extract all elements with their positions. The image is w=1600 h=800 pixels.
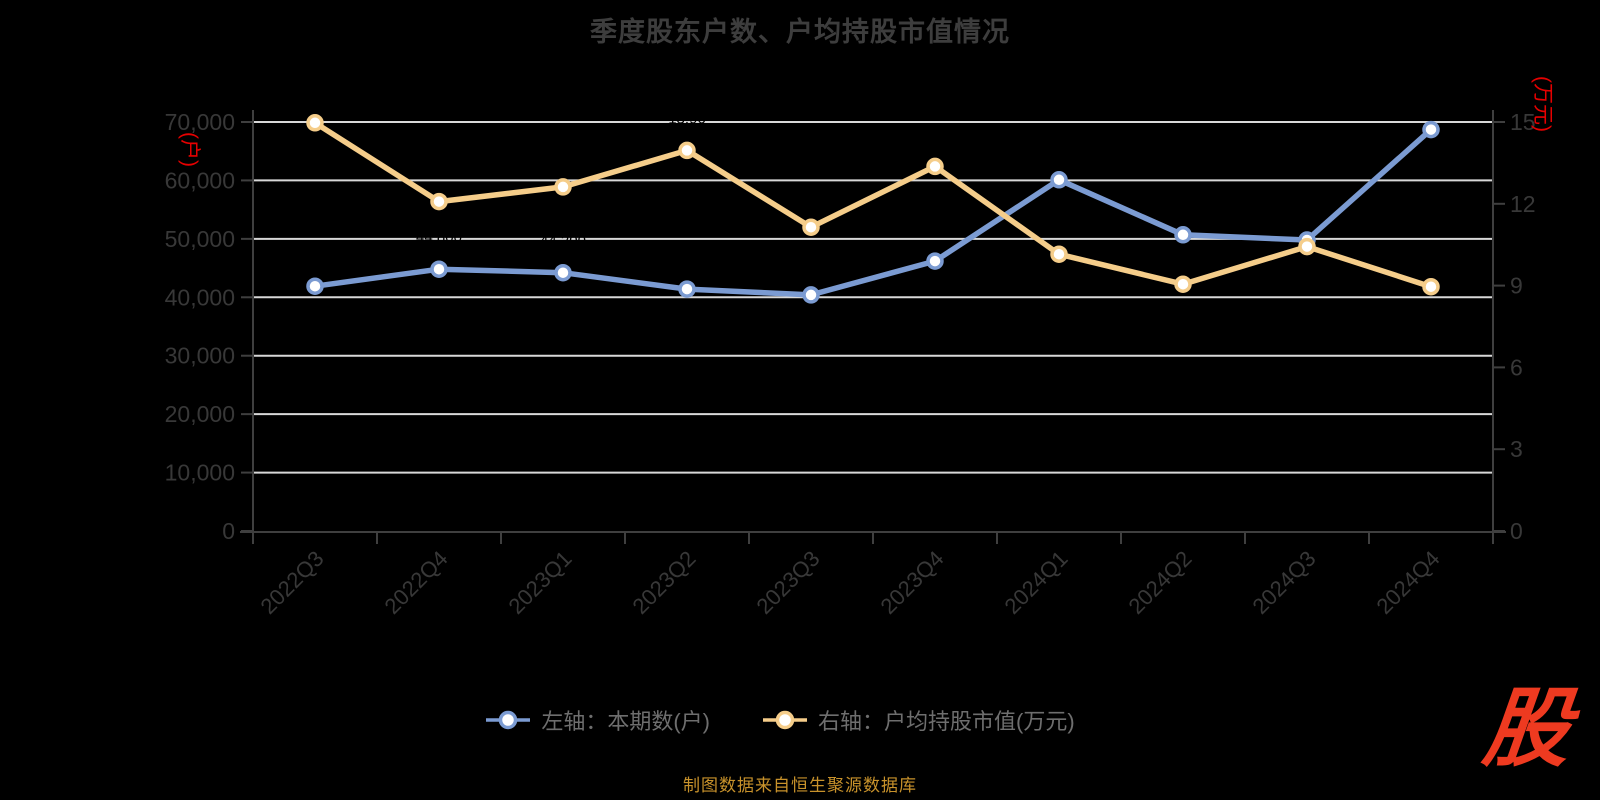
data-point-label: 44,800 <box>416 229 462 246</box>
x-axis-label: 2024Q1 <box>999 546 1072 619</box>
data-point[interactable] <box>678 141 696 160</box>
data-point[interactable] <box>1174 226 1192 244</box>
stock-logo: 股 <box>1478 681 1576 777</box>
y-axis-left-tick-label: 40,000 <box>165 284 235 310</box>
y-axis-right-tick-label: 9 <box>1510 273 1523 299</box>
x-axis-label: 2023Q3 <box>751 546 824 619</box>
data-point-label: 11.14 <box>793 187 829 204</box>
data-point[interactable] <box>926 252 944 270</box>
data-point[interactable] <box>1050 171 1068 189</box>
data-point-label: 41,900 <box>292 246 338 263</box>
data-point-label: 13.96 <box>668 110 706 127</box>
data-point[interactable] <box>306 114 324 132</box>
data-point[interactable] <box>802 218 820 236</box>
y-axis-left-tick-label: 70,000 <box>165 109 235 135</box>
data-point[interactable] <box>1174 275 1192 293</box>
data-point-label: 41,400 <box>664 249 710 266</box>
x-axis-label: 2022Q3 <box>255 546 328 619</box>
x-axis-label: 2022Q4 <box>379 546 452 619</box>
data-point[interactable] <box>554 178 572 196</box>
x-axis-label: 2023Q4 <box>875 546 948 619</box>
legend-label-shareholders: 左轴：本期数(户) <box>541 709 710 734</box>
y-axis-right-tick-label: 6 <box>1510 354 1523 380</box>
data-point[interactable] <box>1422 120 1440 139</box>
series-line-market-value <box>312 120 1434 290</box>
data-point-label: 40,400 <box>788 255 834 272</box>
data-point-label: 49,800 <box>1284 200 1330 217</box>
y-axis-left-tick-label: 10,000 <box>165 460 235 486</box>
left-axis-unit-label: (户) <box>178 132 201 167</box>
data-point[interactable] <box>1050 245 1068 263</box>
y-axis-left-tick-label: 20,000 <box>165 401 235 427</box>
y-axis-left-tick-label: 50,000 <box>165 226 235 252</box>
y-axis-left-tick-label: 60,000 <box>165 167 235 193</box>
data-point[interactable] <box>678 280 696 298</box>
y-axis-left-tick-label: 30,000 <box>165 343 235 369</box>
data-point-label: 12.08 <box>420 162 458 179</box>
data-point[interactable] <box>430 260 448 278</box>
data-point-label: 13.37 <box>916 126 954 143</box>
x-axis-label: 2023Q2 <box>627 546 700 619</box>
data-point[interactable] <box>802 286 820 304</box>
chart-title: 季度股东户数、户均持股市值情况 <box>590 17 1010 47</box>
data-point-label: 8.96 <box>1416 247 1445 264</box>
x-axis-label: 2023Q1 <box>503 546 576 619</box>
legend: 左轴：本期数(户) 右轴：户均持股市值(万元) <box>0 704 1560 736</box>
series-line-shareholders <box>312 126 1434 298</box>
data-point-label: 10.15 <box>1040 214 1078 231</box>
data-point[interactable] <box>554 263 572 282</box>
data-point-label: 50,700 <box>1160 195 1206 212</box>
data-point-label: 12.62 <box>544 147 582 164</box>
legend-label-market-value: 右轴：户均持股市值(万元) <box>818 709 1075 734</box>
data-point-label: 60,100 <box>1036 140 1082 157</box>
right-axis-unit-label: (万元) <box>1531 76 1554 132</box>
data-point-label: 44,200 <box>540 233 586 250</box>
data-point-label: 9.05 <box>1168 244 1197 261</box>
x-axis-label: 2024Q3 <box>1247 546 1320 619</box>
x-axis-label: 2024Q2 <box>1123 546 1196 619</box>
y-axis-right-tick-label: 12 <box>1510 191 1536 217</box>
legend-item-shareholders[interactable]: 左轴：本期数(户) <box>485 704 710 736</box>
y-axis-right-tick-label: 3 <box>1510 436 1523 462</box>
legend-item-market-value[interactable]: 右轴：户均持股市值(万元) <box>762 704 1075 736</box>
legend-marker-yellow-icon <box>763 710 807 730</box>
data-point-label: 46,200 <box>912 221 958 238</box>
data-point-label: 68,700 <box>1408 90 1454 107</box>
y-axis-left-tick-label: 0 <box>222 518 235 544</box>
x-axis-label: 2024Q4 <box>1371 546 1444 619</box>
y-axis-right-tick-label: 15 <box>1510 109 1536 135</box>
data-point-label: 14.97 <box>296 83 334 100</box>
data-point[interactable] <box>1298 237 1316 256</box>
data-point[interactable] <box>1422 277 1440 296</box>
legend-marker-blue-icon <box>486 710 531 730</box>
data-point[interactable] <box>430 192 448 211</box>
data-source-caption: 制图数据来自恒生聚源数据库 <box>683 776 917 795</box>
data-point[interactable] <box>926 157 944 176</box>
data-point-label: 10.43 <box>1288 207 1326 224</box>
y-axis-right-tick-label: 0 <box>1510 518 1523 544</box>
data-point[interactable] <box>306 277 324 295</box>
